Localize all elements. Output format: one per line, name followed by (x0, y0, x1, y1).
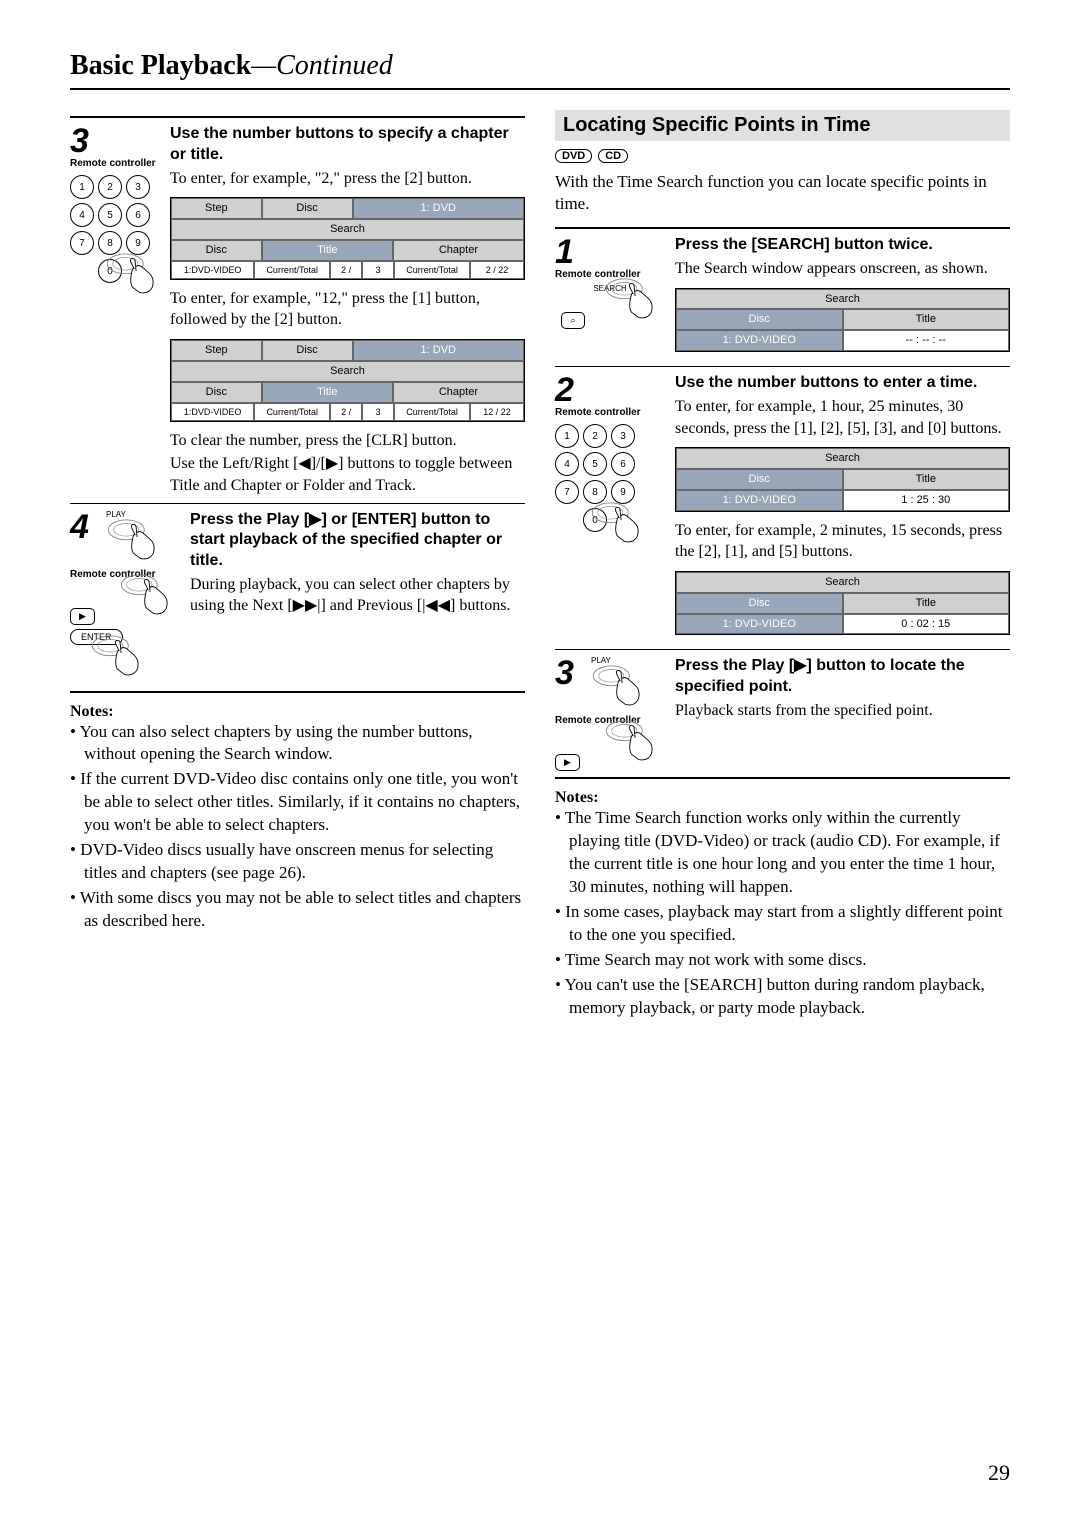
section-heading: Locating Specific Points in Time (555, 110, 1010, 141)
hand-icon (591, 665, 646, 710)
key-2: 2 (98, 175, 122, 199)
osd-time-1: Search Disc Title 1: DVD-VIDEO -- : -- :… (675, 288, 1010, 353)
hand-icon (106, 519, 161, 564)
step-text: To enter, for example, "2," press the [2… (170, 168, 525, 190)
key-8: 8 (98, 231, 122, 255)
step-text: Use the Left/Right [◀]/[▶] buttons to to… (170, 453, 525, 496)
left-column: 3 Remote controller 1 2 3 4 5 6 7 8 9 0 … (70, 110, 525, 1022)
key-1: 1 (70, 175, 94, 199)
step-instruction: Press the Play [▶] button to locate the … (675, 656, 1010, 698)
step-text: To clear the number, press the [CLR] but… (170, 430, 525, 452)
step-text: Playback starts from the specified point… (675, 700, 1010, 722)
title-main: Basic Playback (70, 50, 251, 81)
key-3: 3 (126, 175, 150, 199)
dvd-icon: DVD (555, 149, 592, 163)
search-button-icon: ⌕ (561, 312, 584, 329)
hand-icon (604, 720, 659, 765)
key-6: 6 (126, 203, 150, 227)
step-text: The Search window appears onscreen, as s… (675, 258, 1010, 280)
note-item: The Time Search function works only with… (555, 807, 1010, 899)
key-4: 4 (70, 203, 94, 227)
step-text: To enter, for example, 1 hour, 25 minute… (675, 396, 1010, 439)
left-step-4: 4 PLAY Remote controller ▶ ENTER Press t… (70, 510, 525, 685)
remote-label: Remote controller (555, 407, 665, 418)
key-5: 5 (98, 203, 122, 227)
step-number: 3 (555, 656, 585, 690)
step-number: 4 (70, 510, 100, 544)
notes-list: You can also select chapters by using th… (70, 721, 525, 933)
step-text: To enter, for example, "12," press the [… (170, 288, 525, 331)
step-number: 3 (70, 124, 100, 158)
notes-list: The Time Search function works only with… (555, 807, 1010, 1019)
step-text: To enter, for example, 2 minutes, 15 sec… (675, 520, 1010, 563)
hand-icon (119, 574, 174, 619)
page-number: 29 (988, 1460, 1010, 1486)
title-rule (70, 88, 1010, 90)
step-number: 1 (555, 235, 585, 269)
hand-icon (604, 278, 659, 323)
step-instruction: Press the [SEARCH] button twice. (675, 235, 1010, 256)
play-label: PLAY (106, 510, 161, 519)
notes-title: Notes: (70, 703, 525, 721)
osd-search-1: Step Disc 1: DVD Search Disc Title Chapt… (170, 197, 525, 280)
left-step-3: 3 Remote controller 1 2 3 4 5 6 7 8 9 0 … (70, 124, 525, 497)
cd-icon: CD (598, 149, 628, 163)
right-step-2: 2 Remote controller 1 2 3 4 5 6 7 8 9 0 … (555, 373, 1010, 643)
remote-label: Remote controller (70, 158, 160, 169)
note-item: If the current DVD-Video disc contains o… (70, 768, 525, 837)
key-9: 9 (126, 231, 150, 255)
page-title: Basic Playback—Continued (70, 50, 1010, 82)
hand-icon (590, 502, 645, 547)
media-icons: DVD CD (555, 149, 1010, 163)
osd-time-2: Search Disc Title 1: DVD-VIDEO 1 : 25 : … (675, 447, 1010, 512)
play-label: PLAY (591, 656, 646, 665)
step-text: During playback, you can select other ch… (190, 574, 525, 617)
notes-title: Notes: (555, 789, 1010, 807)
osd-time-3: Search Disc Title 1: DVD-VIDEO 0 : 02 : … (675, 571, 1010, 636)
intro-text: With the Time Search function you can lo… (555, 171, 1010, 215)
right-step-3: 3 PLAY Remote controller ▶ Press the Pla… (555, 656, 1010, 771)
note-item: DVD-Video discs usually have onscreen me… (70, 839, 525, 885)
hand-icon (90, 635, 145, 680)
right-column: Locating Specific Points in Time DVD CD … (555, 110, 1010, 1022)
right-step-1: 1 Remote controller SEARCH ⌕ Press the [… (555, 235, 1010, 360)
note-item: Time Search may not work with some discs… (555, 949, 1010, 972)
play-button-icon: ▶ (555, 754, 580, 771)
play-button-icon: ▶ (70, 608, 95, 625)
note-item: You can also select chapters by using th… (70, 721, 525, 767)
note-item: In some cases, playback may start from a… (555, 901, 1010, 947)
title-continued: —Continued (251, 50, 393, 81)
step-number: 2 (555, 373, 585, 407)
key-7: 7 (70, 231, 94, 255)
note-item: You can't use the [SEARCH] button during… (555, 974, 1010, 1020)
step-instruction: Press the Play [▶] or [ENTER] button to … (190, 510, 525, 572)
note-item: With some discs you may not be able to s… (70, 887, 525, 933)
step-instruction: Use the number buttons to enter a time. (675, 373, 1010, 394)
hand-icon (105, 253, 160, 298)
step-instruction: Use the number buttons to specify a chap… (170, 124, 525, 166)
osd-search-2: Step Disc 1: DVD Search Disc Title Chapt… (170, 339, 525, 422)
